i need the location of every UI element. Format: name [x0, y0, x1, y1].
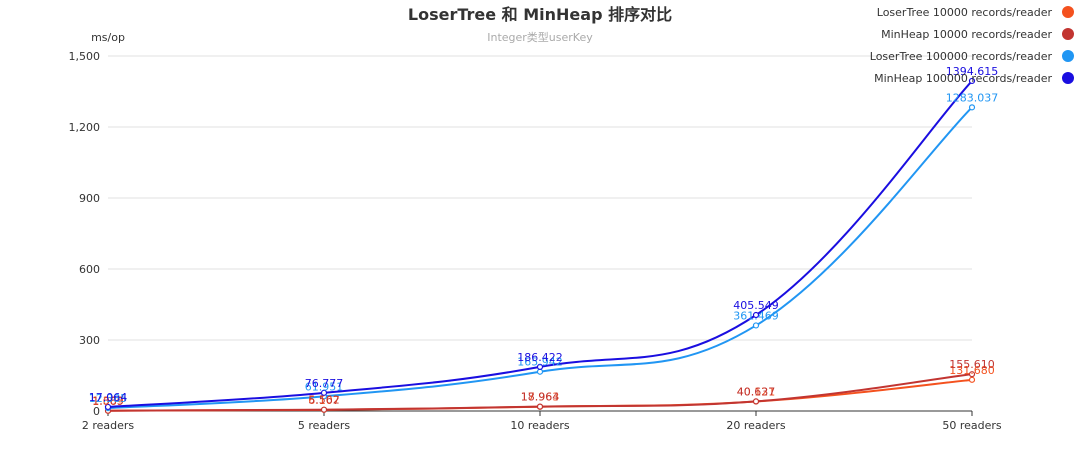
x-tick-label: 5 readers [298, 419, 351, 432]
data-label: 1.069 [92, 395, 124, 408]
legend-label: MinHeap 10000 records/reader [881, 28, 1052, 41]
legend-item[interactable]: LoserTree 10000 records/reader [877, 6, 1074, 19]
data-label: 40.121 [737, 386, 776, 399]
data-point [320, 406, 328, 413]
data-point [536, 363, 544, 370]
x-tick-label: 2 readers [82, 419, 135, 432]
legend-item[interactable]: MinHeap 100000 records/reader [874, 72, 1074, 85]
data-label: 61.951 [305, 380, 344, 393]
legend[interactable]: LoserTree 10000 records/reader MinHeap 10… [870, 6, 1074, 85]
data-point [752, 398, 760, 405]
data-label: 1.383 [92, 395, 124, 408]
series-line-2 [107, 106, 973, 410]
data-labels: 1.069 6.107 17.963 40.121 131.680 1.383 5.562 1… [89, 65, 999, 408]
data-point [968, 376, 976, 383]
data-label: 17.064 [89, 391, 128, 404]
data-point [968, 371, 976, 378]
data-label: 5.562 [308, 394, 340, 407]
data-point [752, 322, 760, 329]
data-label: 155.610 [949, 358, 995, 371]
data-label: 131.680 [949, 364, 995, 377]
chart-subtitle: Integer类型userKey [487, 30, 593, 44]
series-lines [104, 77, 976, 414]
data-label: 1283.037 [946, 91, 999, 104]
x-tick-label: 10 readers [510, 419, 570, 432]
legend-item[interactable]: MinHeap 10000 records/reader [881, 28, 1074, 41]
y-tick-label: 900 [79, 192, 100, 205]
data-label: 165.942 [517, 356, 563, 369]
data-point [752, 311, 760, 319]
y-axis-ticks: 0 300 600 900 1,200 1,500 [69, 50, 101, 418]
data-label: 405.549 [733, 299, 779, 312]
x-axis: 2 readers 5 readers 10 readers 20 readers 50… [82, 410, 1002, 432]
y-tick-label: 600 [79, 263, 100, 276]
data-point [968, 77, 976, 85]
data-label: 1394.615 [946, 65, 999, 78]
legend-marker [1062, 28, 1074, 40]
legend-label: MinHeap 100000 records/reader [874, 72, 1052, 85]
data-point [536, 403, 544, 410]
y-tick-label: 1,200 [69, 121, 101, 134]
data-label: 361.469 [733, 309, 779, 322]
y-tick-label: 0 [93, 405, 100, 418]
legend-label: LoserTree 10000 records/reader [877, 6, 1053, 19]
chart-title: LoserTree 和 MinHeap 排序对比 [408, 5, 672, 24]
data-label: 6.107 [308, 394, 340, 407]
data-label: 76.777 [305, 377, 344, 390]
data-label: 18.964 [521, 391, 560, 404]
data-label: 186.422 [517, 351, 563, 364]
data-label: 17.963 [521, 391, 560, 404]
data-label: 40.637 [737, 385, 776, 398]
x-tick-label: 20 readers [726, 419, 786, 432]
y-tick-label: 1,500 [69, 50, 101, 63]
y-axis-label: ms/op [91, 31, 125, 44]
legend-marker [1062, 50, 1074, 62]
data-point [968, 104, 976, 111]
data-point [320, 389, 328, 396]
legend-marker [1062, 6, 1074, 18]
legend-marker [1062, 72, 1074, 84]
data-label: 12.385 [89, 392, 128, 405]
legend-label: LoserTree 100000 records/reader [870, 50, 1053, 63]
data-point [104, 403, 112, 411]
legend-item[interactable]: LoserTree 100000 records/reader [870, 50, 1074, 63]
x-tick-label: 50 readers [942, 419, 1002, 432]
y-tick-label: 300 [79, 334, 100, 347]
series-line-3 [107, 80, 973, 408]
